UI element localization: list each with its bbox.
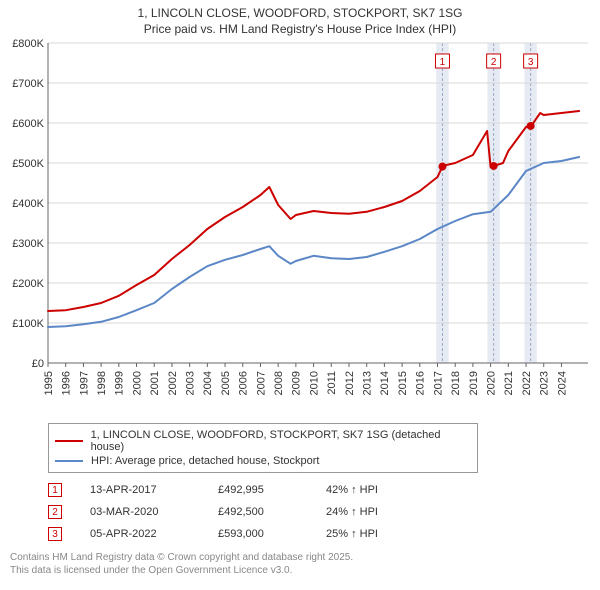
- xtick-label: 2020: [485, 371, 497, 395]
- legend-swatch: [55, 460, 83, 462]
- xtick-label: 1998: [96, 371, 108, 395]
- xtick-label: 2013: [362, 371, 374, 395]
- ytick-label: £600K: [12, 118, 44, 130]
- transaction-dot: [490, 162, 498, 170]
- xtick-label: 2023: [539, 371, 551, 395]
- xtick-label: 2003: [184, 371, 196, 395]
- xtick-label: 2022: [521, 371, 533, 395]
- xtick-label: 2016: [415, 371, 427, 395]
- legend-row: HPI: Average price, detached house, Stoc…: [55, 454, 471, 468]
- footer-line1: Contains HM Land Registry data © Crown c…: [10, 551, 590, 564]
- xtick-label: 2017: [432, 371, 444, 395]
- transaction-row: 2 03-MAR-2020 £492,500 24% ↑ HPI: [48, 501, 590, 523]
- transaction-price: £492,995: [218, 484, 298, 496]
- xtick-label: 2019: [468, 371, 480, 395]
- legend: 1, LINCOLN CLOSE, WOODFORD, STOCKPORT, S…: [48, 423, 478, 473]
- xtick-label: 2015: [397, 371, 409, 395]
- legend-row: 1, LINCOLN CLOSE, WOODFORD, STOCKPORT, S…: [55, 428, 471, 454]
- ytick-label: £200K: [12, 278, 44, 290]
- xtick-label: 1997: [78, 371, 90, 395]
- ytick-label: £300K: [12, 238, 44, 250]
- xtick-label: 2011: [326, 371, 338, 395]
- xtick-label: 2004: [202, 371, 214, 395]
- transaction-marker-label: 3: [528, 57, 534, 68]
- xtick-label: 2001: [149, 371, 161, 395]
- legend-swatch: [55, 440, 83, 442]
- xtick-label: 2018: [450, 371, 462, 395]
- xtick-label: 2000: [131, 371, 143, 395]
- xtick-label: 2010: [308, 371, 320, 395]
- transaction-marker: 2: [48, 505, 62, 519]
- transaction-marker-label: 1: [440, 57, 446, 68]
- transaction-delta: 24% ↑ HPI: [326, 506, 378, 518]
- price-chart: £0 £100K £200K £300K £400K £500K £600K £700K £80…: [0, 39, 600, 419]
- ytick-label: £800K: [12, 39, 44, 50]
- transaction-delta: 25% ↑ HPI: [326, 528, 378, 540]
- ytick-label: £400K: [12, 198, 44, 210]
- transaction-row: 3 05-APR-2022 £593,000 25% ↑ HPI: [48, 523, 590, 545]
- ytick-label: £500K: [12, 158, 44, 170]
- chart-title: 1, LINCOLN CLOSE, WOODFORD, STOCKPORT, S…: [0, 0, 600, 39]
- xtick-label: 2008: [273, 371, 285, 395]
- chart-area: £0 £100K £200K £300K £400K £500K £600K £700K £80…: [0, 39, 600, 419]
- transaction-price: £492,500: [218, 506, 298, 518]
- legend-label: HPI: Average price, detached house, Stoc…: [91, 455, 320, 467]
- transaction-marker: 3: [48, 527, 62, 541]
- transaction-date: 05-APR-2022: [90, 528, 190, 540]
- transaction-dot: [527, 122, 535, 130]
- footer-attribution: Contains HM Land Registry data © Crown c…: [10, 551, 590, 577]
- title-line1: 1, LINCOLN CLOSE, WOODFORD, STOCKPORT, S…: [4, 6, 596, 22]
- xtick-label: 2021: [503, 371, 515, 395]
- footer-line2: This data is licensed under the Open Gov…: [10, 564, 590, 577]
- transaction-date: 03-MAR-2020: [90, 506, 190, 518]
- transaction-marker-label: 2: [491, 57, 497, 68]
- transaction-marker: 1: [48, 483, 62, 497]
- transactions-table: 1 13-APR-2017 £492,995 42% ↑ HPI 2 03-MAR-202…: [48, 479, 590, 545]
- xtick-label: 1999: [114, 371, 126, 395]
- xtick-label: 2014: [379, 371, 391, 395]
- xtick-label: 2009: [291, 371, 303, 395]
- title-line2: Price paid vs. HM Land Registry's House …: [4, 22, 596, 38]
- xtick-label: 2005: [220, 371, 232, 395]
- xtick-label: 2006: [238, 371, 250, 395]
- transaction-date: 13-APR-2017: [90, 484, 190, 496]
- xtick-label: 2024: [556, 371, 568, 395]
- ytick-label: £100K: [12, 318, 44, 330]
- xtick-label: 2002: [167, 371, 179, 395]
- xtick-label: 1995: [43, 371, 55, 395]
- transaction-dot: [438, 163, 446, 171]
- transaction-delta: 42% ↑ HPI: [326, 484, 378, 496]
- ytick-label: £0: [32, 358, 44, 370]
- transaction-row: 1 13-APR-2017 £492,995 42% ↑ HPI: [48, 479, 590, 501]
- xtick-label: 1996: [61, 371, 73, 395]
- ytick-label: £700K: [12, 78, 44, 90]
- xtick-label: 2007: [255, 371, 267, 395]
- xtick-label: 2012: [344, 371, 356, 395]
- legend-label: 1, LINCOLN CLOSE, WOODFORD, STOCKPORT, S…: [91, 429, 471, 453]
- transaction-price: £593,000: [218, 528, 298, 540]
